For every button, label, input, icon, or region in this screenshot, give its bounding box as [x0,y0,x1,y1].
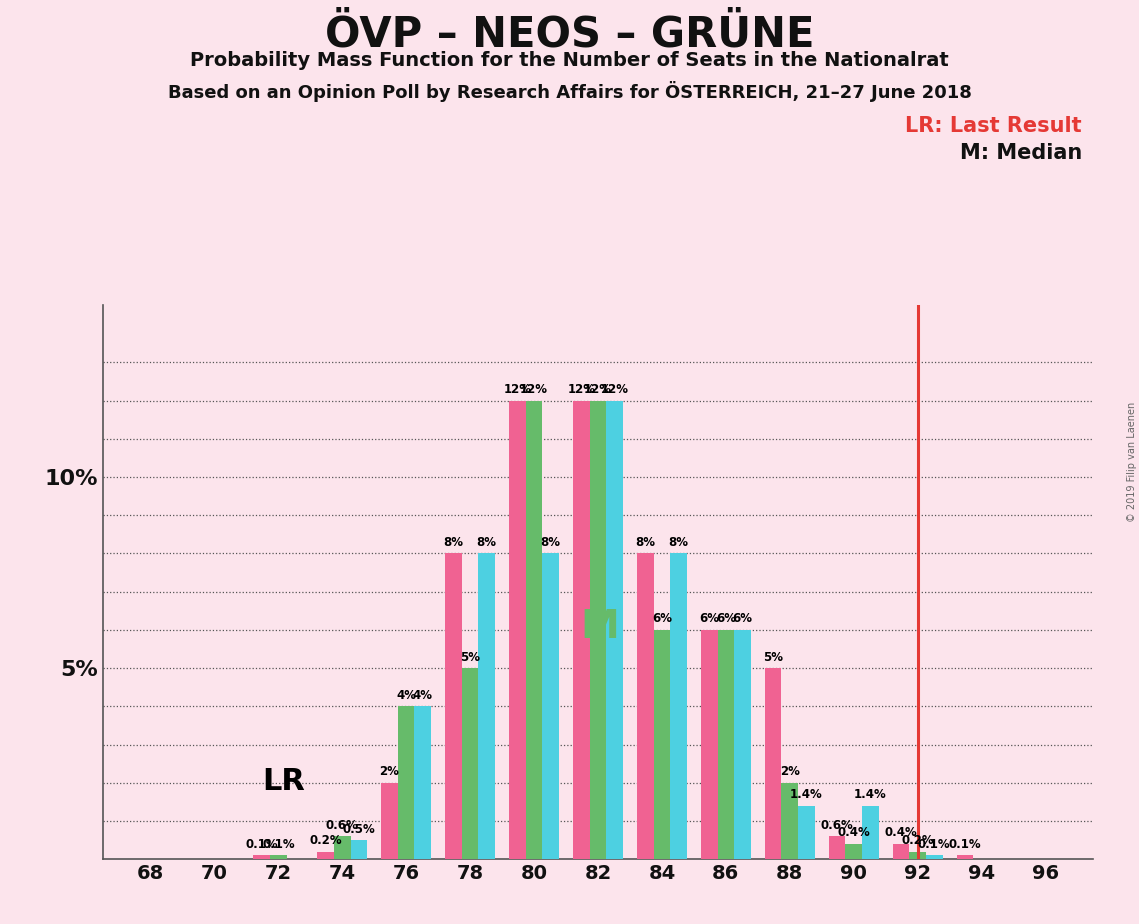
Bar [445,553,461,859]
Bar [590,400,606,859]
Text: 2%: 2% [780,765,800,778]
Text: 0.1%: 0.1% [949,838,982,851]
Bar [957,856,973,859]
Text: 8%: 8% [443,536,464,549]
Bar [526,400,542,859]
Text: 0.4%: 0.4% [885,826,917,839]
Bar [798,806,814,859]
Text: 4%: 4% [412,688,433,702]
Bar [253,856,270,859]
Bar [862,806,878,859]
Bar [382,783,398,859]
Text: 0.2%: 0.2% [901,834,934,847]
Text: Based on an Opinion Poll by Research Affairs for ÖSTERREICH, 21–27 June 2018: Based on an Opinion Poll by Research Aff… [167,81,972,103]
Text: 8%: 8% [669,536,689,549]
Bar [334,836,351,859]
Text: 0.1%: 0.1% [245,838,278,851]
Text: 2%: 2% [379,765,400,778]
Bar [606,400,623,859]
Bar [845,844,862,859]
Bar [542,553,559,859]
Text: 6%: 6% [715,613,736,626]
Text: 6%: 6% [652,613,672,626]
Bar [735,630,751,859]
Bar [781,783,798,859]
Text: 12%: 12% [584,383,612,395]
Text: 12%: 12% [600,383,629,395]
Text: 1.4%: 1.4% [790,788,822,801]
Bar [318,852,334,859]
Text: M: Median: M: Median [960,143,1082,164]
Text: 8%: 8% [636,536,655,549]
Text: 0.5%: 0.5% [343,822,375,835]
Bar [926,856,943,859]
Text: © 2019 Filip van Laenen: © 2019 Filip van Laenen [1126,402,1137,522]
Text: 12%: 12% [503,383,532,395]
Bar [461,668,478,859]
Text: Probability Mass Function for the Number of Seats in the Nationalrat: Probability Mass Function for the Number… [190,51,949,70]
Text: 0.2%: 0.2% [310,834,342,847]
Bar [509,400,526,859]
Bar [351,840,367,859]
Text: 1.4%: 1.4% [854,788,886,801]
Bar [478,553,495,859]
Text: 0.4%: 0.4% [837,826,870,839]
Text: 0.6%: 0.6% [326,819,359,832]
Bar [829,836,845,859]
Bar [654,630,670,859]
Text: M: M [581,608,620,646]
Text: LR: LR [262,768,305,796]
Bar [415,706,432,859]
Text: 12%: 12% [521,383,548,395]
Text: 8%: 8% [541,536,560,549]
Text: 6%: 6% [699,613,719,626]
Bar [764,668,781,859]
Text: 4%: 4% [396,688,416,702]
Text: 8%: 8% [477,536,497,549]
Text: ÖVP – NEOS – GRÜNE: ÖVP – NEOS – GRÜNE [325,14,814,55]
Bar [893,844,909,859]
Text: 12%: 12% [567,383,596,395]
Text: 0.1%: 0.1% [918,838,951,851]
Bar [718,630,735,859]
Text: LR: Last Result: LR: Last Result [906,116,1082,136]
Bar [398,706,415,859]
Bar [270,856,287,859]
Text: 5%: 5% [763,650,784,663]
Text: 0.1%: 0.1% [262,838,295,851]
Text: 0.6%: 0.6% [821,819,853,832]
Bar [573,400,590,859]
Bar [700,630,718,859]
Text: 5%: 5% [460,650,481,663]
Bar [637,553,654,859]
Bar [909,852,926,859]
Text: 6%: 6% [732,613,753,626]
Bar [670,553,687,859]
